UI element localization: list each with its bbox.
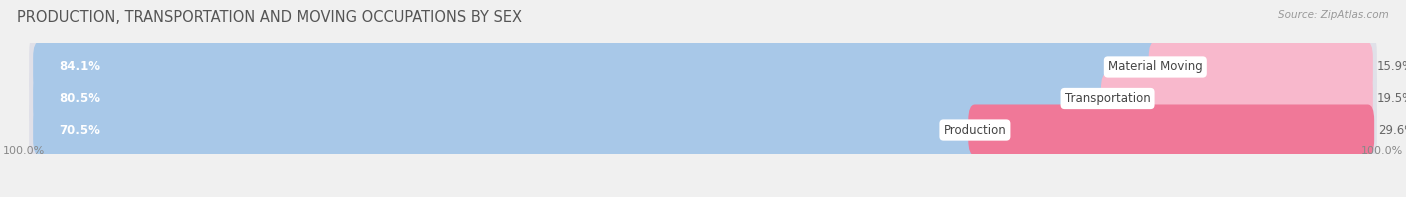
FancyBboxPatch shape [969, 104, 1374, 156]
FancyBboxPatch shape [34, 73, 1114, 124]
Text: 19.5%: 19.5% [1376, 92, 1406, 105]
FancyBboxPatch shape [30, 28, 1376, 106]
Text: 100.0%: 100.0% [1361, 146, 1403, 156]
Text: Source: ZipAtlas.com: Source: ZipAtlas.com [1278, 10, 1389, 20]
FancyBboxPatch shape [1149, 41, 1372, 93]
Text: PRODUCTION, TRANSPORTATION AND MOVING OCCUPATIONS BY SEX: PRODUCTION, TRANSPORTATION AND MOVING OC… [17, 10, 522, 25]
Text: Transportation: Transportation [1064, 92, 1150, 105]
Text: Material Moving: Material Moving [1108, 60, 1202, 73]
Text: 80.5%: 80.5% [59, 92, 101, 105]
Text: Production: Production [943, 124, 1007, 137]
FancyBboxPatch shape [30, 60, 1376, 137]
FancyBboxPatch shape [30, 91, 1376, 169]
FancyBboxPatch shape [34, 104, 981, 156]
Text: 70.5%: 70.5% [59, 124, 101, 137]
Text: 29.6%: 29.6% [1378, 124, 1406, 137]
Text: 100.0%: 100.0% [3, 146, 45, 156]
FancyBboxPatch shape [1101, 73, 1372, 124]
Text: 15.9%: 15.9% [1376, 60, 1406, 73]
Text: 84.1%: 84.1% [59, 60, 101, 73]
FancyBboxPatch shape [34, 41, 1161, 93]
